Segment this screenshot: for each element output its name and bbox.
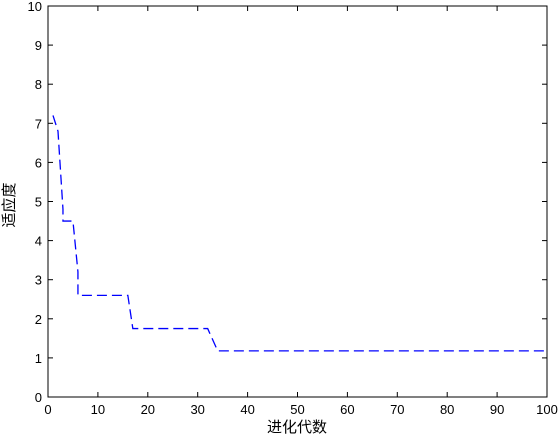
x-tick-label: 20 <box>141 402 155 417</box>
x-axis-title: 进化代数 <box>267 418 327 436</box>
tick-labels: 0 10 20 30 40 50 60 70 80 90 100 0 1 2 3 4 5 6 7 8 9 10 <box>28 0 558 417</box>
x-tick-label: 60 <box>340 402 354 417</box>
y-tick-label: 7 <box>35 116 42 131</box>
y-tick-label: 8 <box>35 77 42 92</box>
series-layer <box>52 115 547 352</box>
y-axis-title: 适应度 <box>0 182 18 227</box>
x-tick-label: 30 <box>190 402 204 417</box>
y-tick-label: 6 <box>35 155 42 170</box>
series-line <box>52 115 547 352</box>
y-tick-label: 2 <box>35 312 42 327</box>
x-tick-label: 10 <box>91 402 105 417</box>
y-tick-label: 10 <box>28 0 42 14</box>
x-tick-label: 100 <box>536 402 558 417</box>
x-tick-label: 0 <box>44 402 51 417</box>
x-tick-label: 90 <box>490 402 504 417</box>
x-tick-label: 80 <box>440 402 454 417</box>
y-tick-label: 0 <box>35 390 42 405</box>
y-tick-label: 4 <box>35 234 42 249</box>
y-tick-label: 9 <box>35 38 42 53</box>
y-tick-label: 1 <box>35 351 42 366</box>
y-tick-label: 5 <box>35 195 42 210</box>
plot-frame <box>47 5 548 398</box>
x-tick-label: 70 <box>390 402 404 417</box>
y-tick-label: 3 <box>35 273 42 288</box>
plot-area <box>48 6 547 397</box>
x-tick-label: 50 <box>290 402 304 417</box>
x-tick-label: 40 <box>240 402 254 417</box>
